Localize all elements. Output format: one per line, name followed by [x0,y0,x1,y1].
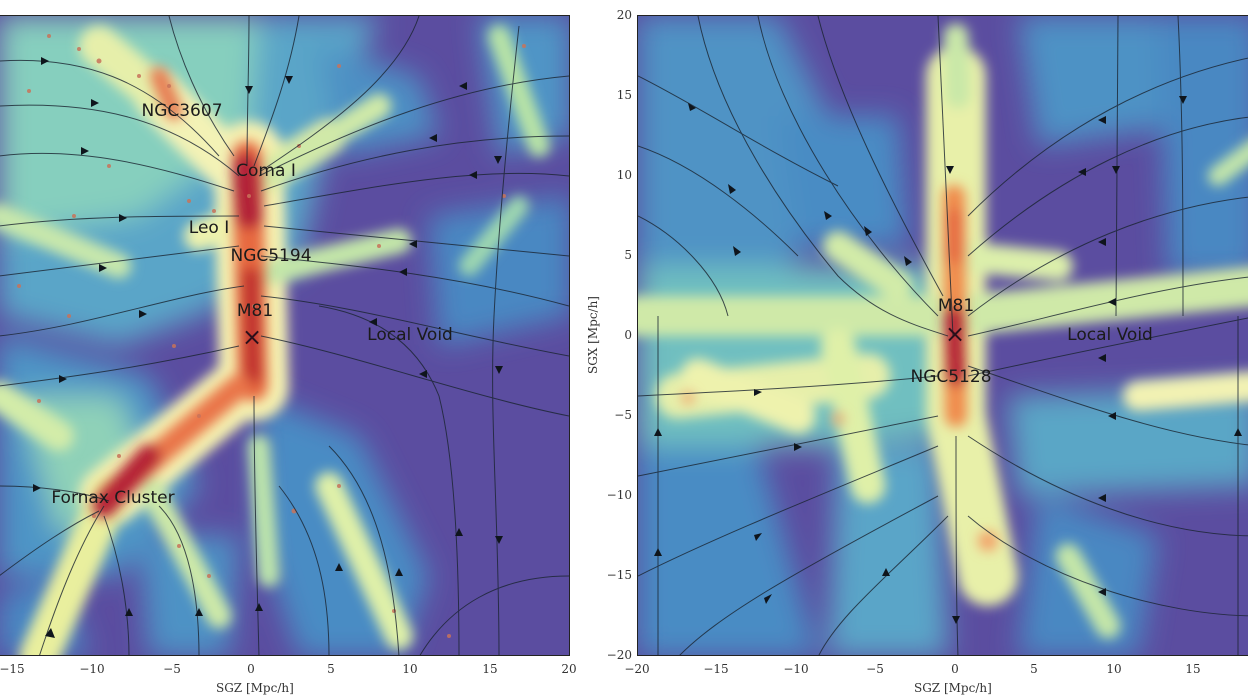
xtick: 0 [951,662,959,676]
density-field-right [638,16,1248,655]
label-fornax-cluster: Fornax Cluster [51,488,175,508]
label-ngc5194: NGC5194 [230,246,312,266]
xtick: 0 [247,662,255,676]
xtick: −10 [783,662,809,676]
label-local-void: Local Void [1067,325,1153,345]
label-ngc3607: NGC3607 [141,101,223,121]
ytick: −15 [606,568,632,582]
xtick: −5 [866,662,884,676]
label-coma-i: Coma I [236,161,296,181]
xtick: 20 [561,662,577,676]
ytick: −5 [614,408,632,422]
label-local-void: Local Void [367,325,453,345]
ytick: −20 [606,648,632,662]
ytick: 20 [616,8,632,22]
density-map-left: NGC3607 Coma I Leo I NGC5194 M81 × Local… [0,15,570,656]
galaxy-points [17,34,526,638]
xtick: 15 [1185,662,1201,676]
label-ngc5128: NGC5128 [910,367,992,387]
ytick: −10 [606,488,632,502]
density-field-left [0,16,569,655]
ytick: 0 [624,328,632,342]
xtick: 15 [482,662,498,676]
m81-marker-icon: × [241,323,263,351]
label-m81: M81 [236,301,274,321]
ytick: 5 [624,248,632,262]
xtick: 10 [402,662,418,676]
ytick: 15 [616,88,632,102]
xtick: −20 [624,662,650,676]
xtick: −10 [79,662,105,676]
streamline-arrows-left [33,57,503,638]
xtick: −5 [163,662,181,676]
label-m81: M81 [937,296,975,316]
xtick: 10 [1106,662,1122,676]
m81-marker-icon: × [944,320,966,348]
label-leo-i: Leo I [188,218,230,238]
streamlines-left [0,16,569,655]
xtick: 5 [327,662,335,676]
x-axis-label-right: SGZ [Mpc/h] [914,681,992,695]
x-axis-label-left: SGZ [Mpc/h] [216,681,294,695]
density-map-right: M81 × Local Void NGC5128 [637,15,1248,656]
xtick: −15 [703,662,729,676]
xtick: 5 [1030,662,1038,676]
streamline-arrows-right [654,96,1242,624]
y-axis-label-right: SGX [Mpc/h] [586,296,600,374]
xtick: −15 [0,662,25,676]
ytick: 10 [616,168,632,182]
